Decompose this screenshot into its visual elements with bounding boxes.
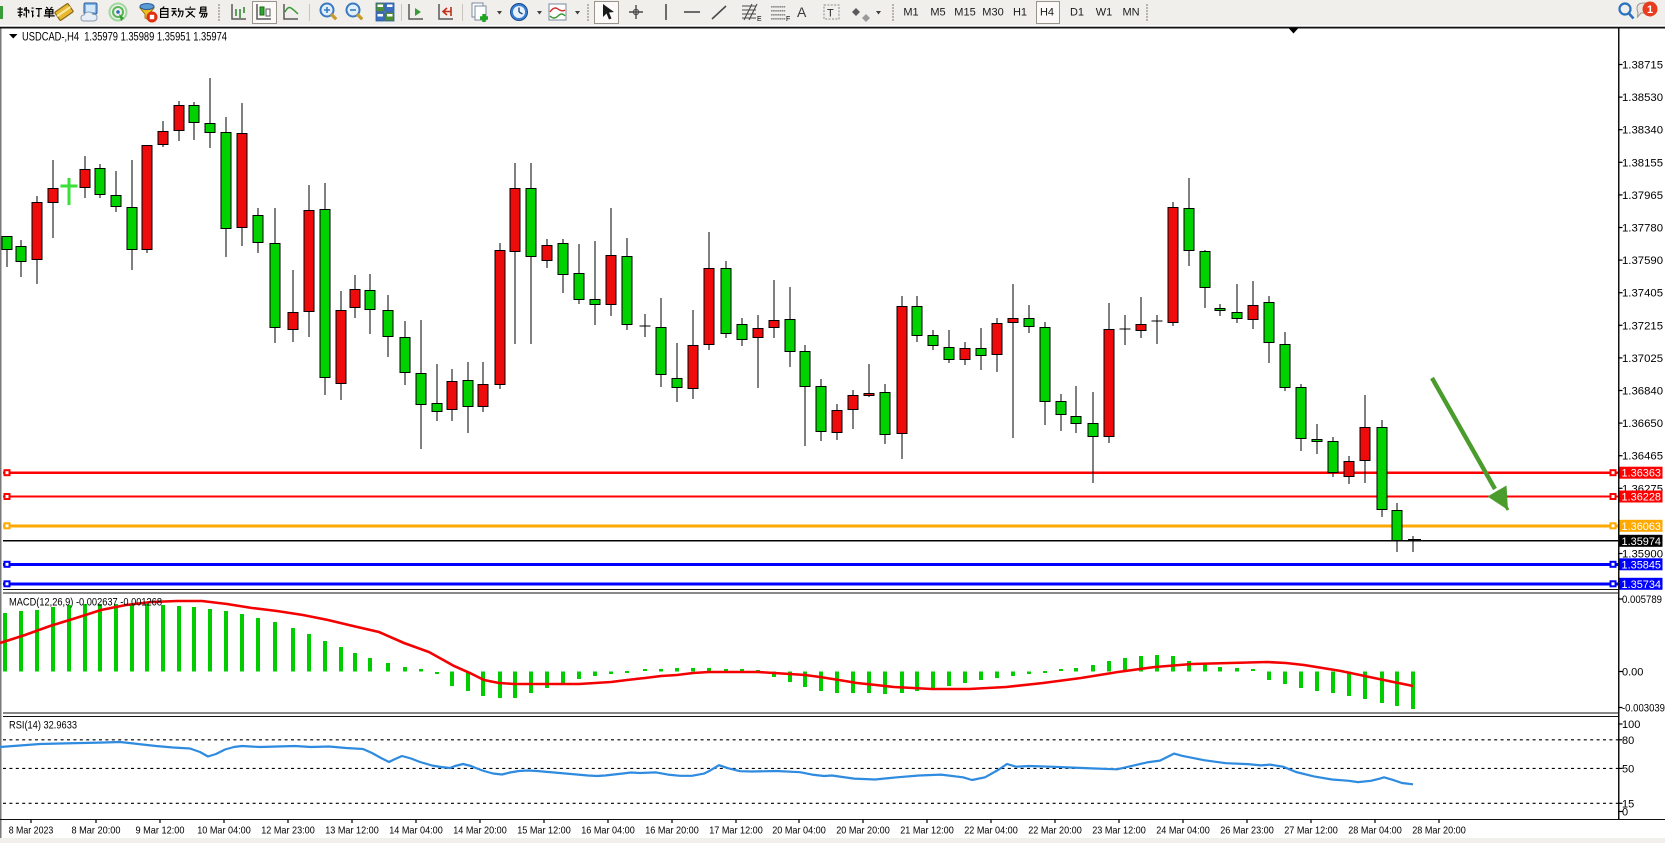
svg-text:23 Mar 12:00: 23 Mar 12:00	[1092, 825, 1146, 837]
svg-text:1.38530: 1.38530	[1622, 92, 1663, 104]
svg-text:16 Mar 20:00: 16 Mar 20:00	[645, 825, 699, 837]
svg-text:1: 1	[1647, 4, 1653, 16]
svg-text:1.36840: 1.36840	[1622, 386, 1663, 398]
svg-text:22 Mar 04:00: 22 Mar 04:00	[964, 825, 1018, 837]
svg-text:1.35734: 1.35734	[1622, 579, 1662, 591]
svg-text:20 Mar 04:00: 20 Mar 04:00	[772, 825, 826, 837]
svg-text:1.37590: 1.37590	[1622, 255, 1663, 267]
svg-text:F: F	[786, 16, 790, 23]
svg-text:50: 50	[1622, 763, 1634, 775]
svg-text:0.005789: 0.005789	[1622, 594, 1662, 606]
svg-text:H4: H4	[1040, 7, 1054, 19]
svg-text:MACD(12,26,9) -0.002637 -0.001: MACD(12,26,9) -0.002637 -0.001268	[9, 597, 162, 609]
svg-text:20 Mar 20:00: 20 Mar 20:00	[836, 825, 890, 837]
svg-text:M30: M30	[982, 7, 1003, 19]
svg-text:1.35845: 1.35845	[1622, 559, 1662, 571]
svg-text:1.36465: 1.36465	[1622, 451, 1663, 463]
svg-text:12 Mar 23:00: 12 Mar 23:00	[261, 825, 315, 837]
svg-text:M15: M15	[954, 7, 975, 19]
svg-text:E: E	[757, 16, 762, 23]
svg-text:10 Mar 04:00: 10 Mar 04:00	[197, 825, 251, 837]
svg-text:1.37405: 1.37405	[1622, 288, 1663, 300]
svg-text:24 Mar 04:00: 24 Mar 04:00	[1156, 825, 1210, 837]
svg-text:1.38715: 1.38715	[1622, 60, 1663, 72]
svg-text:80: 80	[1622, 735, 1634, 747]
svg-text:14 Mar 04:00: 14 Mar 04:00	[389, 825, 443, 837]
svg-text:16 Mar 04:00: 16 Mar 04:00	[581, 825, 635, 837]
svg-text:1.37780: 1.37780	[1622, 223, 1663, 235]
svg-text:1.36650: 1.36650	[1622, 418, 1663, 430]
svg-text:USDCAD-,H4 1.35979 1.35989 1.: USDCAD-,H4 1.35979 1.35989 1.35951 1.359…	[22, 30, 227, 44]
svg-text:8 Mar 20:00: 8 Mar 20:00	[71, 825, 120, 837]
svg-text:26 Mar 23:00: 26 Mar 23:00	[1220, 825, 1274, 837]
svg-text:M5: M5	[930, 7, 945, 19]
svg-text:8 Mar 2023: 8 Mar 2023	[9, 825, 54, 837]
svg-text:T: T	[827, 8, 834, 20]
svg-text:M1: M1	[903, 7, 918, 19]
svg-text:H1: H1	[1013, 7, 1027, 19]
svg-text:1.36363: 1.36363	[1622, 468, 1662, 480]
svg-text:15: 15	[1622, 798, 1634, 810]
svg-text:W1: W1	[1096, 7, 1113, 19]
svg-text:9 Mar 12:00: 9 Mar 12:00	[135, 825, 184, 837]
svg-text:1.37965: 1.37965	[1622, 190, 1663, 202]
svg-text:28 Mar 04:00: 28 Mar 04:00	[1348, 825, 1402, 837]
svg-text:RSI(14) 32.9633: RSI(14) 32.9633	[9, 720, 77, 732]
svg-text:1.36063: 1.36063	[1622, 521, 1662, 533]
svg-text:17 Mar 12:00: 17 Mar 12:00	[709, 825, 763, 837]
svg-text:A: A	[797, 4, 807, 20]
svg-text:0.00: 0.00	[1622, 667, 1643, 679]
svg-text:1.38155: 1.38155	[1622, 157, 1663, 169]
svg-text:1.35974: 1.35974	[1622, 536, 1662, 548]
svg-text:1.36228: 1.36228	[1622, 492, 1662, 504]
svg-text:MN: MN	[1122, 7, 1139, 19]
svg-text:1.37215: 1.37215	[1622, 320, 1663, 332]
svg-text:1.38340: 1.38340	[1622, 125, 1663, 137]
svg-text:15 Mar 12:00: 15 Mar 12:00	[517, 825, 571, 837]
svg-text:22 Mar 20:00: 22 Mar 20:00	[1028, 825, 1082, 837]
svg-text:100: 100	[1622, 719, 1640, 731]
svg-text:0: 0	[1622, 807, 1628, 819]
svg-text:14 Mar 20:00: 14 Mar 20:00	[453, 825, 507, 837]
svg-text:1.37025: 1.37025	[1622, 353, 1663, 365]
svg-text:27 Mar 12:00: 27 Mar 12:00	[1284, 825, 1338, 837]
svg-text:1.35900: 1.35900	[1622, 549, 1663, 561]
svg-text:D1: D1	[1070, 7, 1084, 19]
svg-text:13 Mar 12:00: 13 Mar 12:00	[325, 825, 379, 837]
svg-text:28 Mar 20:00: 28 Mar 20:00	[1412, 825, 1466, 837]
svg-text:-0.003039: -0.003039	[1622, 703, 1665, 715]
svg-text:21 Mar 12:00: 21 Mar 12:00	[900, 825, 954, 837]
